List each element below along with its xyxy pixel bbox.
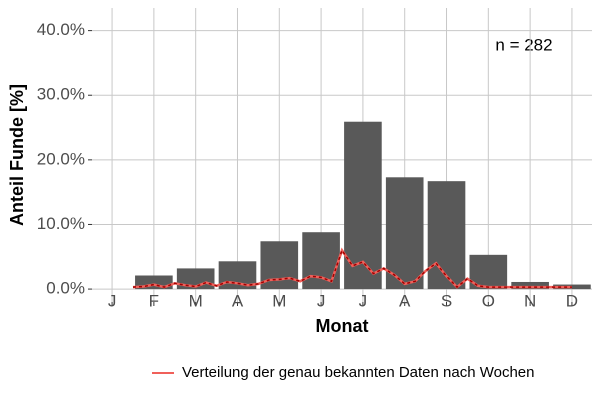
bar [511, 281, 549, 290]
line-overlay [132, 248, 572, 289]
y-tick-label: 10.0% [37, 214, 85, 233]
x-tick-label: J [317, 291, 326, 310]
legend-label: Verteilung der genau bekannten Daten nac… [182, 364, 535, 381]
x-tick-label: A [399, 291, 411, 310]
bar [344, 121, 382, 290]
bar [553, 284, 591, 290]
y-tick-label: 30.0% [37, 85, 85, 104]
bar [427, 181, 466, 290]
y-axis-title: Anteil Funde [%] [7, 84, 27, 226]
x-tick-label: O [482, 291, 495, 310]
x-tick-label: F [149, 291, 159, 310]
annotation: n = 282 [495, 35, 552, 54]
bar [302, 232, 340, 290]
x-axis-title: Monat [316, 316, 369, 336]
x-tick-label: N [524, 291, 536, 310]
x-tick-label: D [566, 291, 578, 310]
x-tick-label: J [359, 291, 368, 310]
y-tick-label: 40.0% [37, 20, 85, 39]
x-tick-label: M [272, 291, 286, 310]
x-tick-label: A [232, 291, 244, 310]
x-tick-label: S [441, 291, 452, 310]
x-tick-label: J [108, 291, 117, 310]
y-tick-label: 0.0% [46, 279, 85, 298]
y-tick-label: 20.0% [37, 149, 85, 168]
x-tick-label: M [189, 291, 203, 310]
bar [385, 177, 424, 290]
